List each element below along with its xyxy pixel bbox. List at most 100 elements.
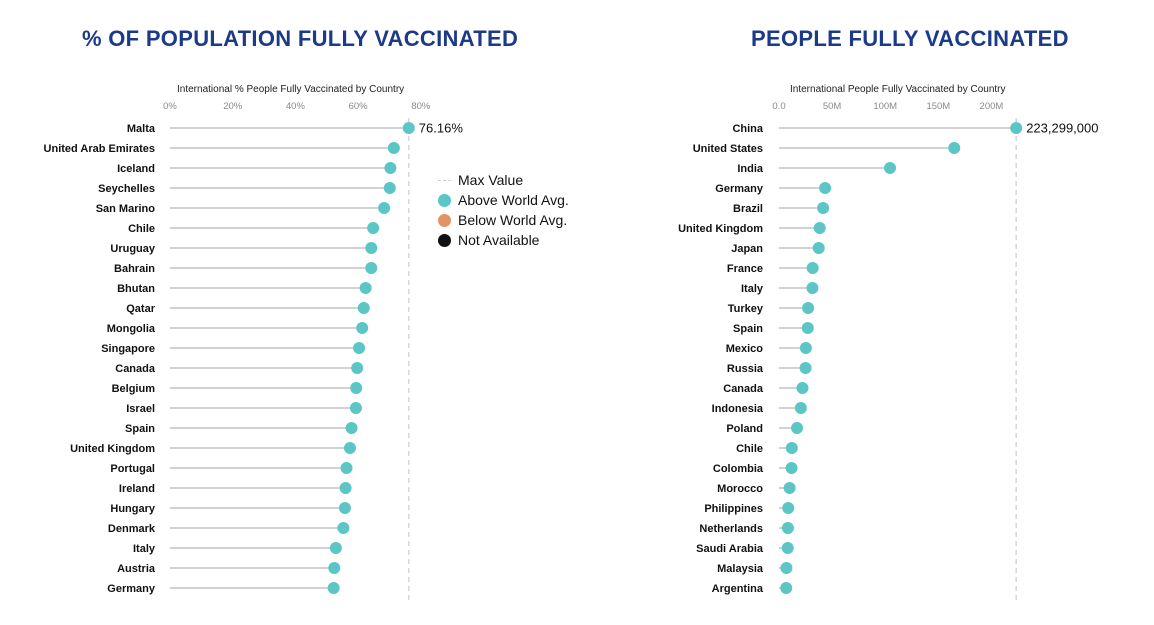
category-label: Morocco bbox=[717, 483, 763, 495]
data-point[interactable] bbox=[785, 462, 798, 474]
x-tick-label: 0% bbox=[163, 101, 177, 112]
data-point[interactable] bbox=[780, 562, 793, 574]
category-label: Germany bbox=[715, 183, 764, 195]
data-point[interactable] bbox=[813, 222, 826, 234]
right-panel-title: PEOPLE FULLY VACCINATED bbox=[751, 26, 1069, 51]
data-point[interactable] bbox=[339, 482, 352, 494]
data-point[interactable] bbox=[383, 182, 396, 194]
category-label: Canada bbox=[723, 383, 764, 395]
data-point[interactable] bbox=[799, 362, 812, 374]
category-label: Austria bbox=[117, 563, 156, 575]
data-point[interactable] bbox=[1010, 122, 1023, 134]
data-point[interactable] bbox=[801, 322, 814, 334]
category-label: China bbox=[732, 123, 763, 135]
category-label: Russia bbox=[727, 363, 764, 375]
legend-item-not-available[interactable]: Not Available bbox=[438, 230, 569, 250]
data-point[interactable] bbox=[780, 582, 793, 594]
data-point[interactable] bbox=[785, 442, 798, 454]
max-value-label: 76.16% bbox=[419, 121, 464, 136]
data-point[interactable] bbox=[359, 282, 372, 294]
data-point[interactable] bbox=[884, 162, 897, 174]
data-point[interactable] bbox=[819, 182, 832, 194]
x-tick-label: 20% bbox=[223, 101, 243, 112]
category-label: Turkey bbox=[728, 303, 764, 315]
x-tick-label: 50M bbox=[823, 101, 842, 112]
chart-legend: Max Value Above World Avg. Below World A… bbox=[438, 170, 569, 250]
category-label: Saudi Arabia bbox=[696, 543, 764, 555]
data-point[interactable] bbox=[340, 462, 353, 474]
data-point[interactable] bbox=[402, 122, 415, 134]
data-point[interactable] bbox=[356, 322, 369, 334]
data-point[interactable] bbox=[781, 522, 794, 534]
data-point[interactable] bbox=[365, 242, 378, 254]
category-label: Argentina bbox=[712, 583, 764, 595]
category-label: Mexico bbox=[726, 343, 764, 355]
data-point[interactable] bbox=[365, 262, 378, 274]
category-label: France bbox=[727, 263, 763, 275]
data-point[interactable] bbox=[794, 402, 807, 414]
category-label: Italy bbox=[133, 543, 156, 555]
category-label: Hungary bbox=[110, 503, 156, 515]
data-point[interactable] bbox=[817, 202, 830, 214]
data-point[interactable] bbox=[812, 242, 825, 254]
category-label: Mongolia bbox=[107, 323, 156, 335]
data-point[interactable] bbox=[329, 542, 342, 554]
data-point[interactable] bbox=[802, 302, 815, 314]
data-point[interactable] bbox=[384, 162, 397, 174]
legend-item-below-world-avg[interactable]: Below World Avg. bbox=[438, 210, 569, 230]
data-point[interactable] bbox=[781, 542, 794, 554]
category-label: Germany bbox=[107, 583, 156, 595]
category-label: Denmark bbox=[108, 523, 156, 535]
data-point[interactable] bbox=[378, 202, 391, 214]
legend-label: Max Value bbox=[458, 172, 524, 188]
data-point[interactable] bbox=[351, 362, 364, 374]
data-point[interactable] bbox=[357, 302, 370, 314]
category-label: San Marino bbox=[96, 203, 156, 215]
x-tick-label: 80% bbox=[411, 101, 431, 112]
category-label: Colombia bbox=[713, 463, 764, 475]
category-label: Italy bbox=[741, 283, 764, 295]
legend-label: Below World Avg. bbox=[458, 212, 568, 228]
data-point[interactable] bbox=[353, 342, 366, 354]
category-label: Spain bbox=[733, 323, 763, 335]
legend-item-max-value[interactable]: Max Value bbox=[438, 170, 569, 190]
data-point[interactable] bbox=[782, 502, 795, 514]
data-point[interactable] bbox=[328, 562, 341, 574]
category-label: Japan bbox=[731, 243, 763, 255]
category-label: Qatar bbox=[126, 303, 155, 315]
data-point[interactable] bbox=[387, 142, 400, 154]
data-point[interactable] bbox=[343, 442, 356, 454]
data-point[interactable] bbox=[327, 582, 340, 594]
data-point[interactable] bbox=[783, 482, 796, 494]
category-label: United Kingdom bbox=[70, 443, 155, 455]
data-point[interactable] bbox=[349, 402, 362, 414]
category-label: Spain bbox=[125, 423, 155, 435]
category-label: United States bbox=[693, 143, 763, 155]
x-tick-label: 150M bbox=[926, 101, 950, 112]
data-point[interactable] bbox=[948, 142, 961, 154]
x-tick-label: 40% bbox=[286, 101, 306, 112]
data-point[interactable] bbox=[337, 522, 350, 534]
x-tick-label: 100M bbox=[873, 101, 897, 112]
legend-item-above-world-avg[interactable]: Above World Avg. bbox=[438, 190, 569, 210]
data-point[interactable] bbox=[791, 422, 804, 434]
data-point[interactable] bbox=[367, 222, 380, 234]
category-label: Iceland bbox=[117, 163, 155, 175]
data-point[interactable] bbox=[799, 342, 812, 354]
category-label: Poland bbox=[726, 423, 763, 435]
data-point[interactable] bbox=[806, 282, 819, 294]
category-label: Seychelles bbox=[98, 183, 155, 195]
data-point[interactable] bbox=[350, 382, 363, 394]
category-label: India bbox=[737, 163, 764, 175]
data-point[interactable] bbox=[806, 262, 819, 274]
category-label: Malaysia bbox=[717, 563, 764, 575]
category-label: Portugal bbox=[110, 463, 155, 475]
legend-label: Above World Avg. bbox=[458, 192, 569, 208]
data-point[interactable] bbox=[338, 502, 351, 514]
category-label: United Kingdom bbox=[678, 223, 763, 235]
data-point[interactable] bbox=[345, 422, 358, 434]
category-label: Singapore bbox=[101, 343, 155, 355]
x-tick-label: 0.0 bbox=[772, 101, 785, 112]
data-point[interactable] bbox=[796, 382, 809, 394]
